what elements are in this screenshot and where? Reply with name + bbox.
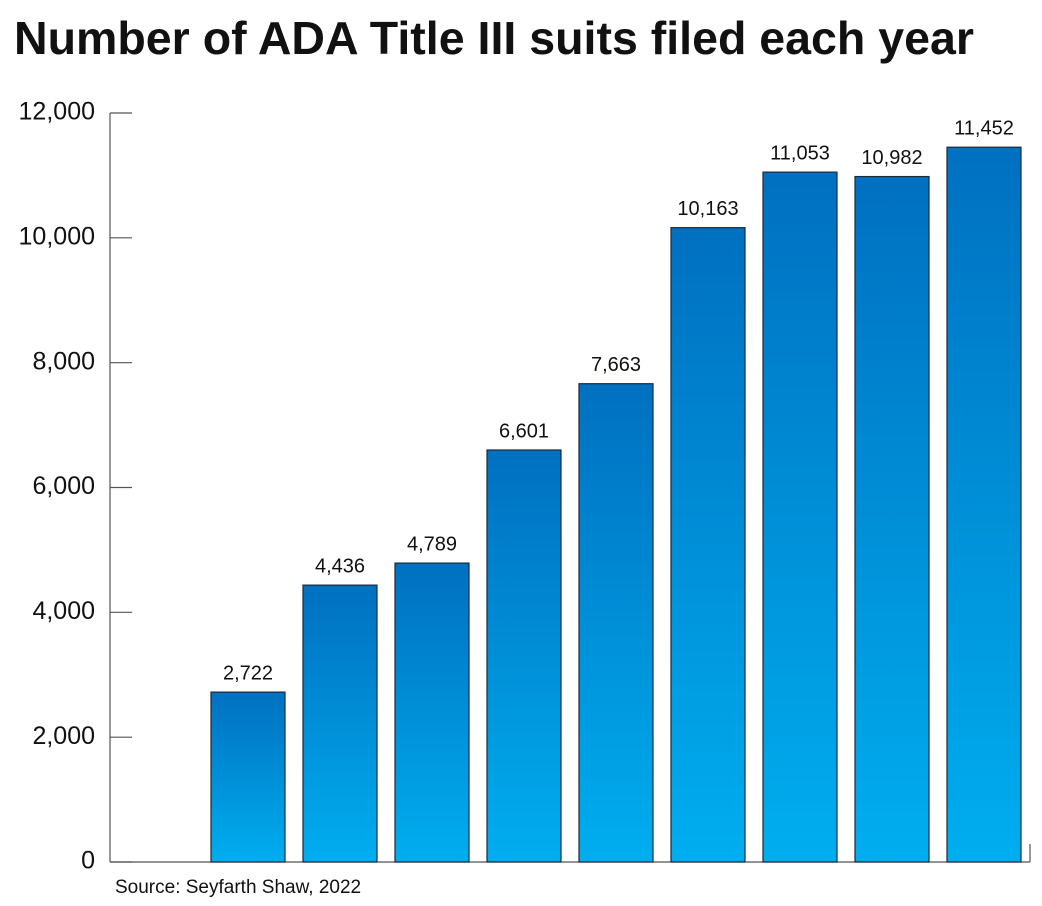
bar (762, 171, 838, 863)
bar (670, 227, 746, 863)
y-tick-label: 8,000 (32, 347, 95, 375)
y-tick-label: 0 (81, 847, 95, 875)
y-tick-label: 6,000 (32, 472, 95, 500)
y-tick-label: 12,000 (19, 98, 95, 126)
value-label: 11,053 (770, 142, 830, 164)
y-tick-label: 10,000 (19, 222, 95, 250)
value-label: 10,982 (861, 147, 922, 169)
value-label: 2,722 (223, 662, 273, 684)
bar (946, 146, 1022, 863)
bar (486, 449, 562, 863)
source: Source: Seyfarth Shaw, 2022 (115, 877, 361, 898)
value-label: 7,663 (591, 354, 641, 376)
bar (578, 383, 654, 863)
value-label: 10,163 (677, 198, 738, 220)
chart-title: Number of ADA Title III suits filed each… (14, 12, 974, 64)
bar (394, 562, 470, 863)
bar (302, 584, 378, 863)
value-label: 11,452 (954, 117, 1014, 139)
y-tick-label: 4,000 (32, 597, 95, 625)
value-label: 4,789 (407, 533, 457, 555)
bar (210, 691, 286, 863)
bar (854, 175, 930, 863)
y-tick-label: 2,000 (32, 722, 95, 750)
value-label: 4,436 (315, 555, 365, 577)
value-label: 6,601 (499, 420, 549, 442)
